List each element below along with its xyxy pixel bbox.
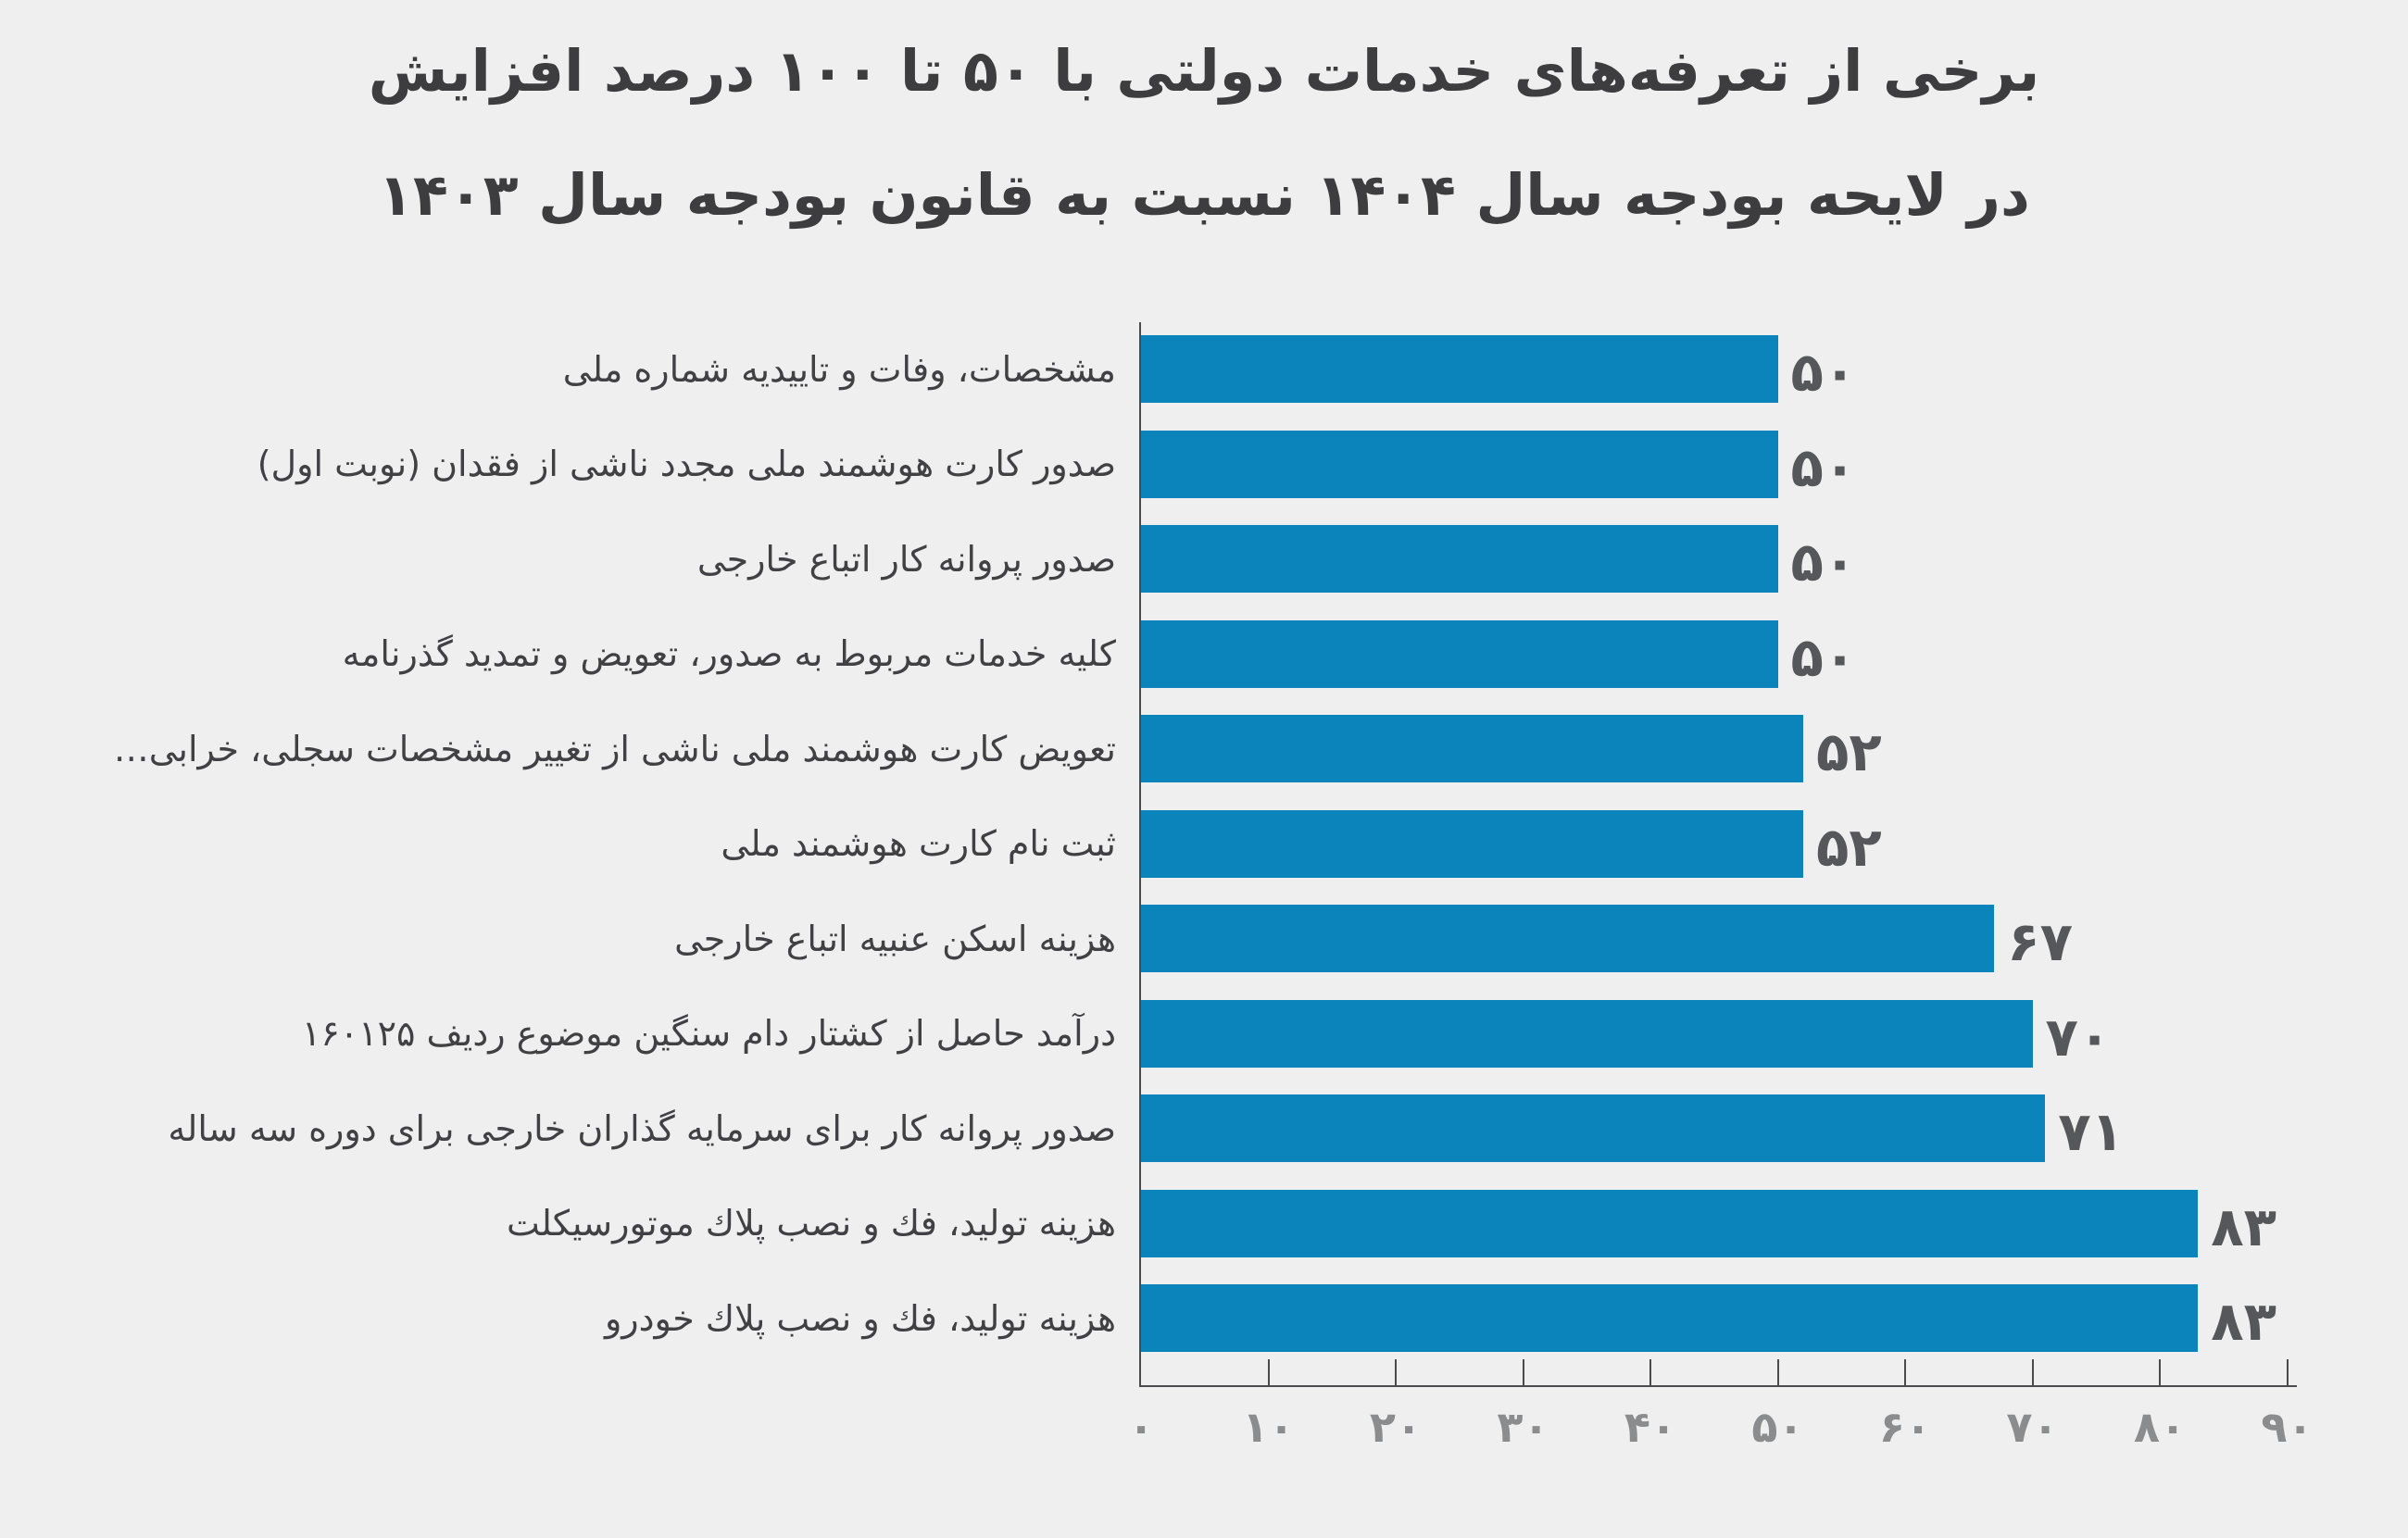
x-axis-tick-label: ۰ <box>1127 1402 1155 1452</box>
bar <box>1141 905 1995 972</box>
value-label: ۶۷ <box>2007 910 2074 973</box>
category-label: هزینه تولید، فك و نصب پلاك موتورسیكلت <box>506 1203 1116 1244</box>
value-label: ۵۰ <box>1790 531 1857 594</box>
x-axis-tick-label: ۸۰ <box>2133 1402 2187 1452</box>
x-axis-tick-label: ۹۰ <box>2261 1402 2314 1452</box>
x-axis-tick-label: ۴۰ <box>1624 1402 1677 1452</box>
chart-title-line1: برخی از تعرفه‌های خدمات دولتی با ۵۰ تا ۱… <box>368 37 2040 105</box>
x-axis-tick-label: ۶۰ <box>1878 1402 1932 1452</box>
bar <box>1141 809 1803 878</box>
category-label: هزینه اسکن عنبیه اتباع خارجی <box>674 918 1116 959</box>
value-label: ۵۰ <box>1790 625 1857 689</box>
value-label: ۵۰ <box>1790 435 1857 499</box>
bar <box>1141 715 1803 782</box>
bar <box>1141 999 2033 1068</box>
category-label: مشخصات، وفات و تاییدیه شماره ملی <box>562 348 1116 390</box>
category-label: درآمد حاصل از کشتار دام سنگین موضوع ردیف… <box>301 1013 1116 1054</box>
category-label: کلیه خدمات مربوط به صدور، تعویض و تمدید … <box>342 633 1116 674</box>
category-label: تعویض کارت هوشمند ملی ناشی از تغییر مشخص… <box>113 728 1116 769</box>
x-axis-tick-label: ۵۰ <box>1751 1402 1804 1452</box>
category-label: ثبت نام کارت هوشمند ملی <box>721 823 1116 864</box>
bar <box>1141 335 1778 403</box>
value-label: ۸۳ <box>2211 1290 2277 1353</box>
x-axis-tick-label: ۲۰ <box>1369 1402 1423 1452</box>
x-axis-tick <box>2159 1359 2161 1385</box>
x-axis-line <box>1139 1385 2297 1387</box>
bar <box>1141 525 1778 593</box>
x-axis-tick <box>2286 1359 2289 1385</box>
value-label: ۵۲ <box>1816 815 1882 879</box>
x-axis-tick <box>1904 1359 1906 1385</box>
x-axis-tick <box>1267 1359 1270 1385</box>
category-label: هزینه تولید، فك و نصب پلاك خودرو <box>604 1297 1116 1339</box>
y-axis-line <box>1139 322 1141 1385</box>
value-label: ۷۱ <box>2058 1100 2125 1163</box>
chart-title: برخی از تعرفه‌های خدمات دولتی با ۵۰ تا ۱… <box>0 9 2408 257</box>
x-axis-tick <box>1649 1359 1651 1385</box>
bar <box>1141 1094 2046 1162</box>
chart-title-line2: در لایحه بودجه سال ۱۴۰۴ نسبت به قانون بو… <box>378 161 2030 229</box>
x-axis-tick-label: ۷۰ <box>2006 1402 2059 1452</box>
category-label: صدور پروانه کار اتباع خارجی <box>696 538 1116 580</box>
x-axis-tick <box>1522 1359 1524 1385</box>
value-label: ۸۳ <box>2211 1194 2277 1258</box>
value-label: ۵۰ <box>1790 341 1857 404</box>
value-label: ۵۲ <box>1816 720 1882 783</box>
value-label: ۷۰ <box>2045 1005 2112 1069</box>
bar <box>1141 1284 2199 1352</box>
x-axis-tick <box>1395 1359 1397 1385</box>
x-axis-tick <box>1776 1359 1779 1385</box>
category-label: صدور کارت هوشمند ملی مجدد ناشی از فقدان … <box>257 444 1116 484</box>
bar <box>1141 619 1778 688</box>
x-axis-tick-label: ۳۰ <box>1497 1402 1549 1452</box>
x-axis-tick-label: ۱۰ <box>1242 1402 1295 1452</box>
category-label: صدور پروانه کار برای سرمایه گذاران خارجی… <box>168 1107 1116 1149</box>
bar <box>1141 430 1778 498</box>
x-axis-tick <box>2031 1359 2034 1385</box>
bar <box>1141 1189 2199 1257</box>
